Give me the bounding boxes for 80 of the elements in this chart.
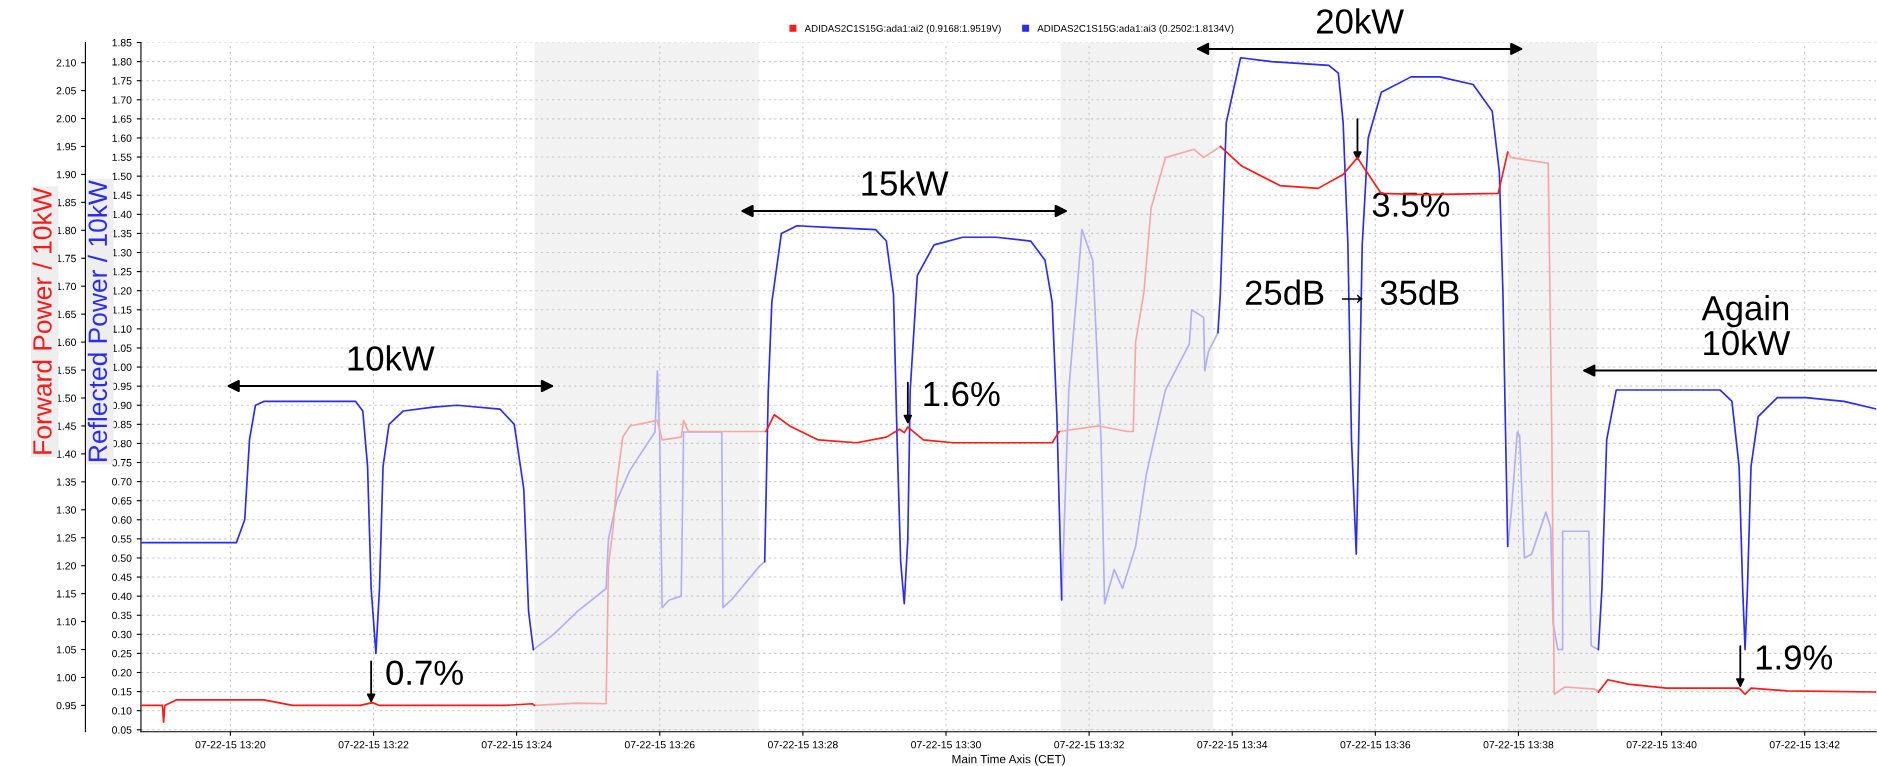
y-tick-label: 1.30 bbox=[112, 249, 132, 257]
y2-tick-label: 1.60 bbox=[56, 338, 76, 346]
legend-label: ADIDAS2C1S15G:ada1:ai2 (0.9168:1.9519V) bbox=[804, 24, 1001, 34]
x-tick-label: 07-22-15 13:42 bbox=[1769, 740, 1840, 749]
y2-tick-label: 1.90 bbox=[56, 170, 76, 179]
x-tick-label: 07-22-15 13:30 bbox=[911, 740, 981, 749]
y2-tick-label: 1.65 bbox=[56, 310, 76, 319]
x-tick-label: 07-22-15 13:26 bbox=[624, 740, 695, 749]
y-tick-label: 0.05 bbox=[112, 726, 132, 734]
y2-tick-label: 1.35 bbox=[56, 478, 76, 486]
y2-tick-label: 1.95 bbox=[56, 142, 76, 151]
annotation: 3.5% bbox=[1372, 192, 1450, 217]
annotation: 15kW bbox=[862, 170, 949, 196]
y-tick-label: 0.10 bbox=[112, 707, 132, 715]
y-tick-label: 0.15 bbox=[112, 688, 132, 696]
x-tick-label: 07-22-15 13:24 bbox=[481, 740, 552, 749]
y2-tick-label: 1.85 bbox=[56, 198, 76, 207]
text: 20kW bbox=[1317, 8, 1404, 34]
y-tick-label: 1.35 bbox=[112, 229, 132, 238]
y-tick-label: 0.35 bbox=[112, 611, 132, 620]
y-tick-label: 0.20 bbox=[112, 669, 132, 677]
y-tick-label: 1.00 bbox=[112, 363, 132, 371]
y2-tick-label: 1.70 bbox=[56, 282, 76, 291]
y-tick-label: 1.85 bbox=[112, 39, 132, 47]
y-tick-label: 1.05 bbox=[112, 344, 132, 352]
y2-tick-label: 1.25 bbox=[56, 534, 76, 542]
y2-tick-label: 0.95 bbox=[56, 701, 76, 710]
x-tick-label: 07-22-15 13:34 bbox=[1197, 740, 1268, 749]
annotation: Again 10kW bbox=[1701, 294, 1791, 356]
y2-tick-label: 1.45 bbox=[56, 422, 76, 430]
y-tick-label: 1.50 bbox=[112, 172, 132, 181]
y-tick-label: 0.55 bbox=[112, 535, 132, 543]
y-tick-label: 0.65 bbox=[112, 497, 132, 505]
y2-tick-label: 1.55 bbox=[56, 366, 76, 374]
y2-axis-title: Forward Power / 10kW bbox=[32, 187, 52, 454]
annotation: 1.9% bbox=[1756, 645, 1833, 670]
y2-tick-label: 1.40 bbox=[56, 450, 76, 458]
y2-tick-label: 2.05 bbox=[56, 87, 76, 95]
annotation: 1.6% bbox=[924, 381, 1000, 407]
y2-tick-label: 1.50 bbox=[56, 394, 76, 402]
annotation: 0.7% bbox=[386, 660, 463, 686]
y-tick-label: 1.15 bbox=[112, 306, 132, 314]
x-tick-label: 07-22-15 13:28 bbox=[767, 740, 838, 749]
y2-tick-label: 2.00 bbox=[56, 115, 76, 123]
y-tick-label: 1.70 bbox=[112, 96, 132, 104]
y2-tick-label: 1.15 bbox=[56, 590, 76, 598]
y-tick-label: 0.60 bbox=[112, 516, 132, 524]
y-tick-label: 1.20 bbox=[112, 287, 132, 295]
x-tick-label: 07-22-15 13:36 bbox=[1340, 740, 1411, 749]
y2-tick-label: 1.05 bbox=[56, 646, 76, 654]
y2-tick-label: 1.10 bbox=[56, 618, 76, 626]
y-tick-label: 0.25 bbox=[112, 649, 132, 658]
y-axis-title: Reflected Power / 10kW bbox=[87, 180, 108, 461]
x-tick-label: 07-22-15 13:20 bbox=[195, 740, 266, 749]
x-tick-label: 07-22-15 13:22 bbox=[338, 740, 409, 749]
y-tick-label: 1.40 bbox=[112, 210, 132, 219]
y-tick-label: 1.10 bbox=[112, 325, 132, 333]
y-tick-label: 1.45 bbox=[112, 191, 132, 200]
x-tick-label: 07-22-15 13:32 bbox=[1054, 740, 1124, 749]
x-axis-title: Main Time Axis (CET) bbox=[952, 754, 1065, 766]
y2-tick-label: 1.20 bbox=[56, 562, 76, 570]
y2-tick-label: 1.00 bbox=[56, 673, 76, 682]
y-tick-label: 1.55 bbox=[112, 153, 132, 161]
y-tick-label: 0.40 bbox=[112, 592, 132, 601]
y2-tick-label: 2.10 bbox=[56, 59, 76, 67]
y-tick-label: 0.50 bbox=[112, 554, 132, 562]
y-tick-label: 1.75 bbox=[112, 77, 132, 85]
y-tick-label: 0.30 bbox=[112, 630, 132, 639]
legend-label: ADIDAS2C1S15G:ada1:ai3 (0.2502:1.8134V) bbox=[1037, 24, 1234, 34]
x-tick-label: 07-22-15 13:40 bbox=[1626, 740, 1697, 749]
y-tick-label: 1.60 bbox=[112, 134, 132, 142]
y-tick-label: 0.45 bbox=[112, 573, 132, 581]
y-tick-label: 1.65 bbox=[112, 115, 132, 123]
y-tick-label: 0.70 bbox=[112, 478, 132, 486]
y2-tick-label: 1.30 bbox=[56, 506, 76, 514]
annotation: 10kW bbox=[348, 345, 435, 371]
y-tick-label: 1.25 bbox=[112, 268, 132, 276]
x-tick-label: 07-22-15 13:38 bbox=[1483, 740, 1554, 749]
y-tick-label: 1.80 bbox=[112, 58, 132, 66]
y2-tick-label: 1.80 bbox=[56, 226, 76, 235]
